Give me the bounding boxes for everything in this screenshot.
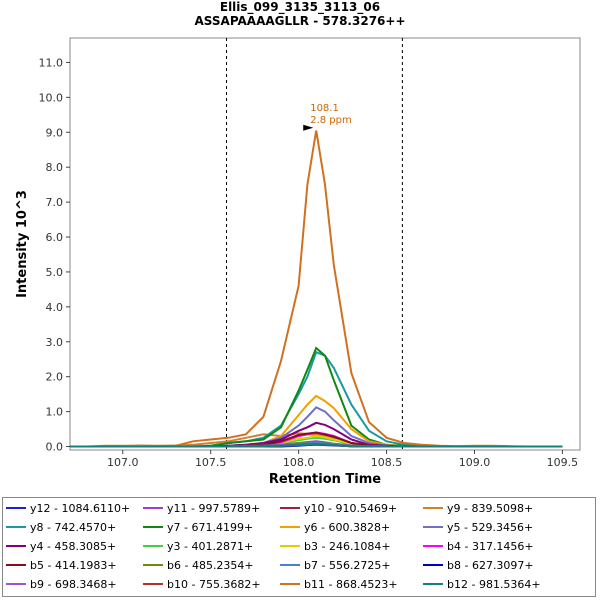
legend-swatch [280,564,300,566]
legend: y12 - 1084.6110+ y11 - 997.5789+ y10 - 910… [2,497,596,597]
legend-label: y8 - 742.4570+ [30,521,117,534]
legend-item: b7 - 556.2725+ [280,559,391,572]
legend-label: b8 - 627.3097+ [447,559,534,572]
chart-title-area: Ellis_099_3135_3113_06 ASSAPAAAAGLLR - 5… [0,0,600,28]
chart-subtitle: ASSAPAAAAGLLR - 578.3276++ [194,14,406,28]
legend-item: y3 - 401.2871+ [143,540,253,553]
y-tick-label: 7.0 [46,196,64,209]
legend-swatch [280,545,300,547]
legend-swatch [6,583,26,585]
legend-label: b12 - 981.5364+ [447,578,541,591]
chart-title: Ellis_099_3135_3113_06 [219,0,381,14]
x-tick-label: 108.5 [371,456,403,469]
legend-swatch [280,507,300,509]
legend-item: y8 - 742.4570+ [6,521,116,534]
legend-swatch [143,545,163,547]
y-axis-label: Intensity 10^3 [15,190,30,298]
legend-label: y5 - 529.3456+ [447,521,534,534]
x-tick-label: 109.5 [547,456,579,469]
legend-item: y7 - 671.4199+ [143,521,253,534]
plot-area [69,37,581,451]
y-tick-label: 4.0 [46,301,64,314]
x-tick-label: 107.0 [107,456,139,469]
peak-annotation: 108.12.8 ppm [303,103,352,131]
y-tick-label: 10.0 [39,91,64,104]
legend-label: y12 - 1084.6110+ [30,502,131,515]
chromatogram-chart: 107.0 107.5 108.0 108.5 109.0 109.5 0.0 1.0 2.0… [15,37,581,487]
legend-swatch [6,545,26,547]
legend-item: b11 - 868.4523+ [280,578,398,591]
x-tick-label: 108.0 [283,456,315,469]
legend-item: b3 - 246.1084+ [280,540,391,553]
y-tick-label: 9.0 [46,126,64,139]
legend-item: b12 - 981.5364+ [423,578,541,591]
legend-label: y9 - 839.5098+ [447,502,534,515]
legend-label: b6 - 485.2354+ [167,559,254,572]
legend-item: b10 - 755.3682+ [143,578,261,591]
legend-item: b9 - 698.3468+ [6,578,117,591]
legend-label: b10 - 755.3682+ [167,578,261,591]
x-tick-label: 109.0 [459,456,491,469]
legend-swatch [143,507,163,509]
legend-item: b4 - 317.1456+ [423,540,534,553]
x-axis: 107.0 107.5 108.0 108.5 109.0 109.5 [107,450,578,469]
legend-label: y6 - 600.3828+ [304,521,391,534]
legend-item: y4 - 458.3085+ [6,540,116,553]
y-tick-label: 5.0 [46,266,64,279]
legend-item: y9 - 839.5098+ [423,502,533,515]
legend-swatch [423,526,443,528]
peak-ppm-label: 2.8 ppm [310,115,352,126]
y-tick-label: 6.0 [46,231,64,244]
y-tick-label: 2.0 [46,371,64,384]
legend-label: y4 - 458.3085+ [30,540,117,553]
legend-swatch [423,507,443,509]
y-axis: 0.0 1.0 2.0 3.0 4.0 5.0 6.0 7.0 8.0 9.0 10.0 11.0 [39,56,70,454]
peak-marker-icon [303,124,314,131]
y-tick-label: 3.0 [46,336,64,349]
boundary-lines [226,38,403,450]
legend-swatch [6,526,26,528]
legend-item: y6 - 600.3828+ [280,521,390,534]
legend-item: y11 - 997.5789+ [143,502,260,515]
legend-label: b9 - 698.3468+ [30,578,117,591]
x-tick-label: 107.5 [195,456,227,469]
legend-label: b3 - 246.1084+ [304,540,391,553]
series-line-20 [70,443,563,448]
peak-rt-label: 108.1 [310,103,339,114]
legend-swatch [280,526,300,528]
legend-item: b8 - 627.3097+ [423,559,534,572]
legend-label: b5 - 414.1983+ [30,559,117,572]
legend-swatch [423,564,443,566]
legend-swatch [423,545,443,547]
legend-item: y5 - 529.3456+ [423,521,533,534]
legend-swatch [143,564,163,566]
series-layer [70,130,563,448]
legend-swatch [423,583,443,585]
y-tick-label: 0.0 [46,441,64,454]
legend-swatch [143,583,163,585]
legend-swatch [143,526,163,528]
legend-item: b5 - 414.1983+ [6,559,117,572]
legend-swatch [6,507,26,509]
legend-item: b6 - 485.2354+ [143,559,254,572]
legend-label: y10 - 910.5469+ [304,502,398,515]
legend-swatch [6,564,26,566]
legend-label: y3 - 401.2871+ [167,540,254,553]
legend-label: y7 - 671.4199+ [167,521,254,534]
legend-label: b11 - 868.4523+ [304,578,398,591]
legend-label: y11 - 997.5789+ [167,502,261,515]
y-tick-label: 11.0 [39,56,64,69]
legend-item: y10 - 910.5469+ [280,502,397,515]
y-tick-label: 1.0 [46,406,64,419]
legend-label: b4 - 317.1456+ [447,540,534,553]
legend-label: b7 - 556.2725+ [304,559,391,572]
legend-swatch [280,583,300,585]
legend-item: y12 - 1084.6110+ [6,502,130,515]
y-tick-label: 8.0 [46,161,64,174]
x-axis-label: Retention Time [269,472,381,487]
